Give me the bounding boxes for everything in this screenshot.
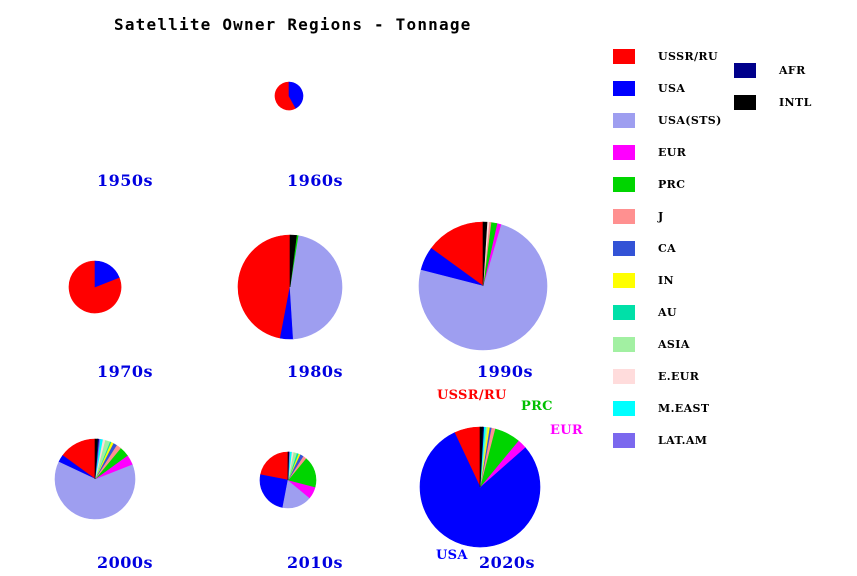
pie-1980s	[237, 234, 343, 340]
decade-label-2020s: 2020s	[478, 553, 536, 572]
legend-item-m-east: M.EAST	[613, 401, 722, 416]
pie-svg-2000s	[54, 438, 136, 520]
legend-item-asia: ASIA	[613, 337, 722, 352]
legend-column-1: USSR/RU USA USA(STS) EUR PRC J CA IN AU ASIA E.EUR…	[613, 49, 722, 465]
legend-item-j: J	[613, 209, 722, 224]
pie-slice-1980s-intl	[289, 234, 297, 288]
legend-label: USSR/RU	[658, 50, 718, 63]
legend-label: M.EAST	[658, 402, 710, 415]
legend-swatch-prc	[613, 177, 635, 192]
legend-swatch-in	[613, 273, 635, 288]
pie-2020s	[419, 426, 541, 548]
legend-item-intl: INTL	[734, 95, 812, 110]
pie-1970s	[68, 260, 122, 314]
pie-slice-2010s-ussr-ru	[260, 451, 289, 481]
legend-item-afr: AFR	[734, 63, 812, 78]
annotation-usa: USA	[436, 548, 468, 563]
legend-swatch-usa-sts	[613, 113, 635, 128]
legend-swatch-afr	[734, 63, 756, 78]
legend-swatch-asia	[613, 337, 635, 352]
legend-item-ca: CA	[613, 241, 722, 256]
legend-swatch-intl	[734, 95, 756, 110]
pie-slice-2000s-usa-sts	[54, 461, 136, 520]
pie-svg-1970s	[68, 260, 122, 314]
legend-label: CA	[658, 242, 677, 255]
pie-1960s	[274, 81, 304, 111]
legend-label: ASIA	[658, 338, 690, 351]
legend-label: PRC	[658, 178, 686, 191]
pie-svg-2020s	[419, 426, 541, 548]
legend-label: AFR	[779, 64, 806, 77]
legend-label: E.EUR	[658, 370, 700, 383]
decade-label-1960s: 1960s	[286, 171, 344, 190]
pie-slice-1980s-ussr-ru	[237, 234, 291, 339]
legend-label: J	[658, 210, 664, 223]
legend-swatch-lat-am	[613, 433, 635, 448]
legend-label: EUR	[658, 146, 687, 159]
legend-label: IN	[658, 274, 675, 287]
pie-slice-1980s-usa-sts	[289, 235, 343, 340]
annotation-ussr-ru: USSR/RU	[437, 388, 507, 403]
legend-label: USA(STS)	[658, 114, 722, 127]
legend-swatch-usa	[613, 81, 635, 96]
legend-item-eur: EUR	[613, 145, 722, 160]
annotation-prc: PRC	[521, 399, 553, 414]
legend-item-prc: PRC	[613, 177, 722, 192]
legend-label: AU	[658, 306, 677, 319]
decade-label-1970s: 1970s	[96, 362, 154, 381]
chart-title: Satellite Owner Regions - Tonnage	[114, 15, 472, 34]
legend-item-lat-am: LAT.AM	[613, 433, 722, 448]
legend-label: INTL	[779, 96, 812, 109]
pie-slice-2020s-usa	[419, 432, 541, 548]
pie-slice-1960s-usa	[288, 81, 304, 109]
decade-label-2010s: 2010s	[286, 553, 344, 572]
legend-swatch-m-east	[613, 401, 635, 416]
legend-item-usa: USA	[613, 81, 722, 96]
legend-column-2: AFR INTL	[734, 63, 812, 127]
decade-label-1950s: 1950s	[96, 171, 154, 190]
pie-svg-1990s	[418, 221, 548, 351]
legend-item-ussr-ru: USSR/RU	[613, 49, 722, 64]
pie-slice-1970s-usa	[94, 260, 120, 288]
legend-item-e-eur: E.EUR	[613, 369, 722, 384]
legend-swatch-eur	[613, 145, 635, 160]
pie-svg-2010s	[259, 451, 317, 509]
legend-swatch-ca	[613, 241, 635, 256]
legend-swatch-au	[613, 305, 635, 320]
pie-2010s	[259, 451, 317, 509]
legend-label: LAT.AM	[658, 434, 708, 447]
decade-label-1990s: 1990s	[476, 362, 534, 381]
pie-1990s	[418, 221, 548, 351]
decade-label-2000s: 2000s	[96, 553, 154, 572]
legend-item-au: AU	[613, 305, 722, 320]
pie-svg-1960s	[274, 81, 304, 111]
pie-slice-1990s-usa-sts	[418, 224, 548, 351]
legend-swatch-e-eur	[613, 369, 635, 384]
legend-item-usa-sts: USA(STS)	[613, 113, 722, 128]
pie-slice-1960s-ussr-ru	[274, 81, 297, 111]
legend-item-in: IN	[613, 273, 722, 288]
legend-swatch-ussr-ru	[613, 49, 635, 64]
pie-slice-2020s-intl	[479, 426, 483, 488]
legend-label: USA	[658, 82, 686, 95]
pie-slice-1990s-intl	[482, 221, 488, 287]
pie-svg-1980s	[237, 234, 343, 340]
pie-slice-2010s-usa	[259, 474, 289, 508]
legend-swatch-j	[613, 209, 635, 224]
pie-slice-2000s-intl	[94, 438, 98, 480]
decade-label-1980s: 1980s	[286, 362, 344, 381]
pie-slice-1990s-ussr-ru	[430, 221, 484, 287]
annotation-eur: EUR	[550, 423, 583, 438]
pie-2000s	[54, 438, 136, 520]
